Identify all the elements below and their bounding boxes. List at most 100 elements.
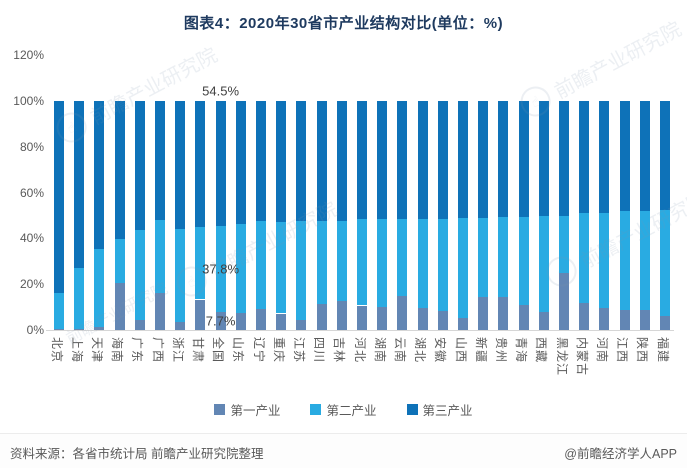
bar-segment (397, 101, 408, 219)
bar-segment (619, 211, 630, 310)
bar-segment (639, 310, 650, 330)
bar-segment (235, 313, 246, 330)
x-axis-label: 黑龙江 (554, 337, 569, 377)
bar-segment (296, 319, 307, 330)
bar-segment (639, 210, 650, 311)
x-axis-label: 甘肃 (190, 337, 205, 364)
bar-segment (538, 311, 549, 330)
bar-segment (579, 303, 590, 330)
bar-segment (74, 101, 85, 269)
bar-segment (518, 304, 529, 330)
bar-segment (377, 306, 388, 330)
bar-segment (599, 101, 610, 213)
data-label: 54.5% (202, 83, 240, 99)
x-axis-label: 西藏 (534, 337, 549, 364)
bar-segment (134, 230, 145, 321)
bar-segment (215, 101, 226, 226)
bar-segment (377, 219, 388, 307)
bar-segment (579, 212, 590, 304)
bar-segment (94, 248, 105, 327)
legend-swatch-tertiary (406, 404, 418, 415)
bar-segment (498, 101, 509, 218)
bar-segment (195, 101, 206, 227)
y-axis-tick-label: 40% (19, 231, 44, 246)
bar-segment (639, 101, 650, 211)
bar-segment (94, 326, 105, 330)
bar-segment (579, 101, 590, 213)
legend-item-secondary-industry: 第二产业 (310, 400, 377, 419)
x-axis-label: 安徽 (433, 337, 448, 364)
bar-segment (175, 322, 186, 330)
x-axis-label: 新疆 (473, 337, 488, 364)
x-axis-label: 上海 (69, 337, 84, 364)
footer: 资料来源：各省市统计局 前瞻产业研究院整理 @前瞻经济学人APP (0, 433, 687, 468)
brand-credit: @前瞻经济学人APP (564, 447, 677, 461)
watermark-text: 前瞻产业研究院 (577, 187, 687, 274)
x-axis-label: 湖南 (372, 337, 387, 364)
bar-segment (357, 219, 367, 306)
bar-segment (437, 218, 448, 312)
bar-segment (377, 101, 388, 220)
bar-segment (478, 297, 489, 330)
bar-segment (54, 292, 64, 330)
x-axis-label: 陕西 (635, 337, 650, 364)
bar-segment (155, 293, 165, 330)
bar-segment (134, 320, 145, 330)
bar-segment (619, 310, 630, 330)
bar-segment (235, 101, 246, 224)
bar-segment (559, 101, 569, 216)
x-axis-label: 广西 (150, 337, 165, 364)
bar-segment (336, 101, 347, 221)
x-axis-label: 浙江 (170, 337, 185, 364)
x-axis-label: 天津 (89, 337, 104, 364)
y-axis-tick-label: 0% (26, 323, 44, 337)
bar-segment (316, 101, 327, 221)
bar-segment (417, 218, 428, 309)
x-axis-label: 辽宁 (251, 337, 266, 364)
bar-segment (357, 101, 367, 220)
data-label: 37.8% (202, 261, 240, 277)
bar-segment (478, 101, 489, 218)
bar-segment (276, 101, 287, 222)
bar-segment (215, 225, 226, 313)
bar-segment (458, 218, 468, 318)
bar-segment (215, 312, 226, 330)
bar-segment (397, 296, 408, 330)
bar-segment (397, 218, 408, 297)
bar-segment (134, 101, 145, 231)
bar-segment (74, 268, 85, 330)
legend-item-primary-industry: 第一产业 (214, 400, 280, 419)
bar-segment (336, 301, 347, 330)
bar-segment (417, 308, 428, 330)
x-axis-label: 吉林 (332, 337, 347, 364)
x-axis-label: 海南 (110, 337, 125, 364)
y-axis-tick-label: 100% (13, 94, 44, 108)
bar-segment (316, 221, 327, 304)
bar-segment (54, 329, 64, 330)
bar-segment (478, 217, 489, 298)
data-label: 7.7% (205, 313, 236, 329)
bar-segment (175, 228, 186, 323)
bar-segment (437, 101, 448, 219)
bar-segment (155, 219, 165, 294)
x-axis-label: 广东 (130, 337, 145, 364)
legend-label: 第一产业 (230, 404, 281, 418)
x-axis-label: 福建 (655, 337, 670, 364)
bar-segment (256, 101, 266, 221)
bar-segment (538, 101, 549, 216)
y-axis-tick-label: 20% (19, 277, 44, 292)
x-axis-label: 四川 (312, 337, 327, 364)
x-axis-label: 重庆 (271, 337, 286, 364)
bar-segment (276, 221, 287, 314)
bar-segment (559, 272, 569, 330)
x-axis-label: 河北 (352, 337, 367, 364)
x-axis-label: 青海 (514, 337, 529, 364)
bar-segment (195, 226, 206, 300)
y-axis-tick-label: 80% (19, 139, 44, 154)
bar-segment (559, 215, 569, 273)
bar-segment (417, 101, 428, 219)
bar-segment (599, 212, 610, 308)
bar-segment (114, 101, 125, 240)
y-axis-tick-label: 120% (13, 48, 44, 63)
